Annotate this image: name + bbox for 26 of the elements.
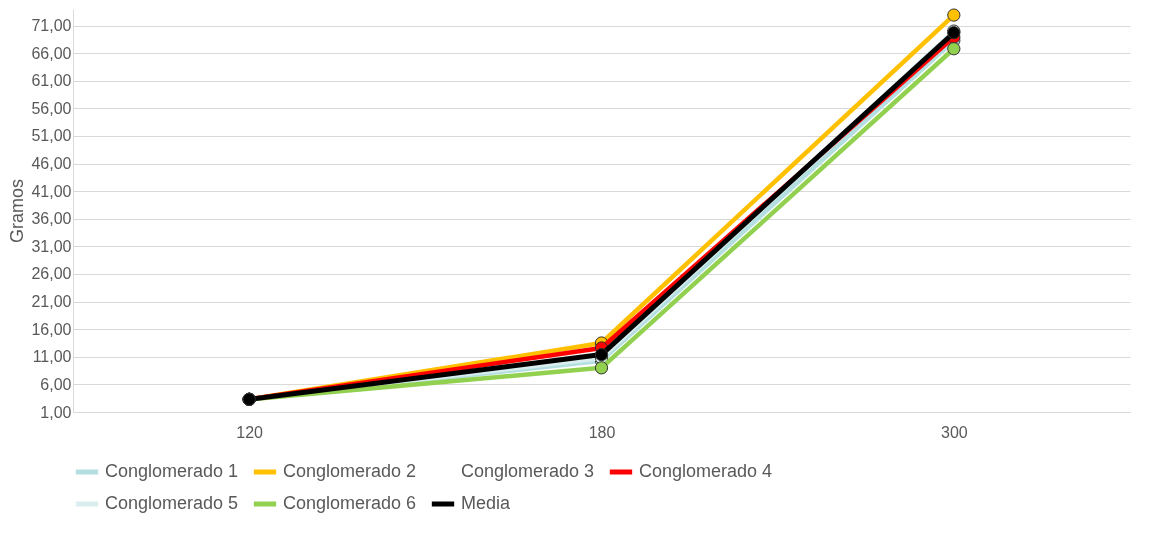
y-tick-label: 1,00 xyxy=(40,403,72,421)
y-tick-label: 61,00 xyxy=(31,72,72,90)
legend-label: Conglomerado 1 xyxy=(105,461,239,481)
legend-label: Conglomerado 2 xyxy=(283,461,417,481)
y-tick-label: 56,00 xyxy=(31,99,72,117)
y-tick-label: 36,00 xyxy=(31,210,72,228)
y-tick-label: 41,00 xyxy=(31,182,72,200)
y-tick-label: 21,00 xyxy=(31,293,72,311)
y-tick-label: 71,00 xyxy=(31,17,72,35)
x-tick-label: 120 xyxy=(236,423,264,441)
y-tick-label: 6,00 xyxy=(40,375,72,393)
y-axis-title: Gramos xyxy=(7,178,28,244)
legend-label: Media xyxy=(461,493,512,513)
legend-label: Conglomerado 4 xyxy=(639,461,773,481)
legend-label: Conglomerado 6 xyxy=(283,493,417,513)
legend-label: Conglomerado 5 xyxy=(105,493,239,513)
y-tick-label: 66,00 xyxy=(31,44,72,62)
y-tick-label: 51,00 xyxy=(31,127,72,145)
y-tick-label: 31,00 xyxy=(31,237,72,255)
y-tick-label: 46,00 xyxy=(31,155,72,173)
y-tick-label: 26,00 xyxy=(31,265,72,283)
text: Conglomerado 3 xyxy=(461,461,595,481)
y-tick-label: 11,00 xyxy=(32,348,72,366)
y-tick-label: 16,00 xyxy=(31,320,72,338)
x-tick-label: 180 xyxy=(588,423,616,441)
x-tick-label: 300 xyxy=(940,423,968,441)
